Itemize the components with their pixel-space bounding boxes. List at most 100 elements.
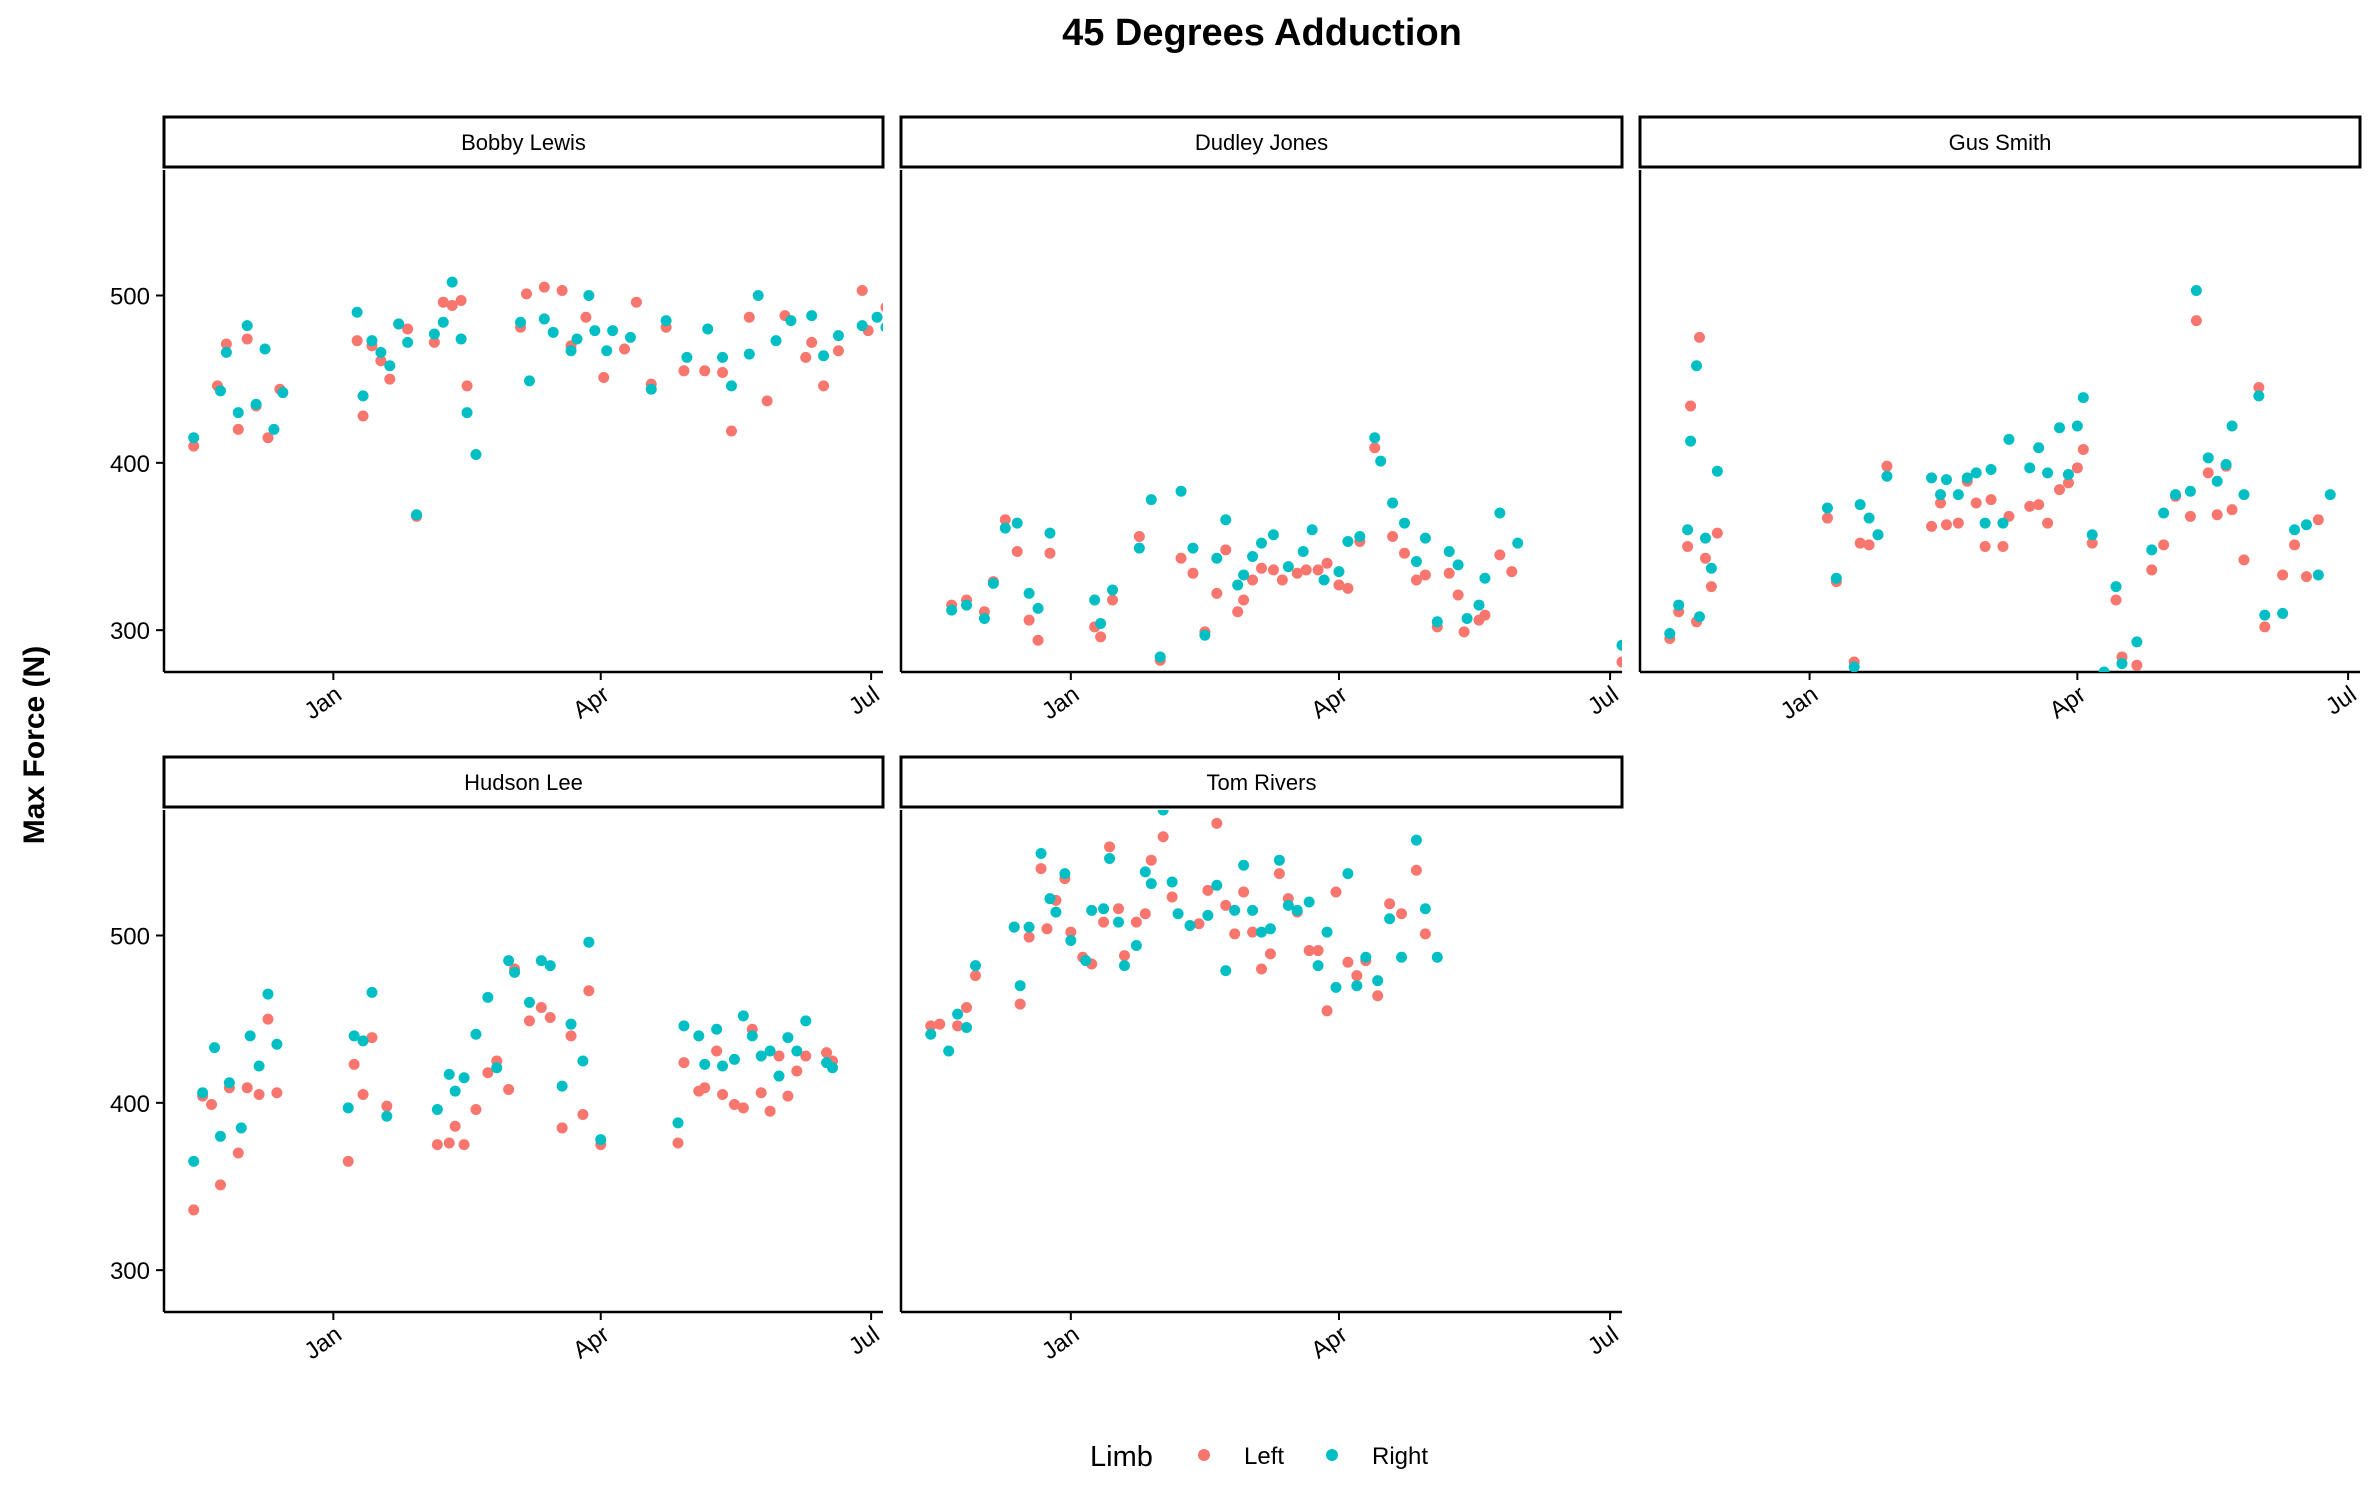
point-right bbox=[832, 330, 844, 342]
point-left bbox=[1157, 831, 1169, 843]
point-right bbox=[214, 385, 226, 397]
point-right bbox=[503, 955, 515, 967]
point-right bbox=[752, 290, 764, 301]
point-right bbox=[2033, 442, 2045, 454]
point-left bbox=[699, 365, 711, 377]
point-left bbox=[1112, 903, 1124, 915]
point-right bbox=[1247, 551, 1259, 563]
point-right bbox=[1384, 913, 1396, 925]
point-right bbox=[214, 1130, 226, 1142]
point-right bbox=[1202, 909, 1214, 921]
point-right bbox=[856, 320, 868, 332]
point-right bbox=[1342, 868, 1354, 880]
point-right bbox=[1256, 926, 1267, 938]
point-left bbox=[1032, 634, 1044, 646]
point-left bbox=[800, 351, 812, 363]
point-right bbox=[1431, 951, 1443, 963]
point-right bbox=[250, 398, 262, 410]
point-left bbox=[764, 1105, 776, 1117]
point-right bbox=[660, 315, 672, 327]
point-right bbox=[244, 1030, 256, 1042]
point-right bbox=[681, 351, 693, 363]
point-left bbox=[2300, 571, 2312, 583]
point-right bbox=[1157, 810, 1169, 816]
point-left bbox=[1342, 582, 1354, 594]
point-right bbox=[737, 1010, 749, 1022]
point-left bbox=[1130, 916, 1142, 928]
point-left bbox=[206, 1099, 218, 1111]
point-right bbox=[1934, 489, 1946, 501]
y-tick-label: 300 bbox=[110, 1258, 150, 1285]
point-right bbox=[1848, 661, 1860, 672]
point-left bbox=[556, 1122, 568, 1134]
point-left bbox=[2033, 499, 2045, 511]
point-right bbox=[470, 1028, 482, 1040]
point-right bbox=[431, 1104, 443, 1116]
point-left bbox=[1202, 884, 1214, 896]
point-right bbox=[583, 936, 595, 948]
point-left bbox=[699, 1082, 711, 1094]
point-right bbox=[2190, 284, 2202, 296]
point-right bbox=[952, 1008, 964, 1020]
point-left bbox=[1229, 928, 1241, 940]
point-right bbox=[1139, 866, 1151, 878]
point-right bbox=[1970, 467, 1982, 479]
point-left bbox=[214, 1179, 226, 1191]
point-left bbox=[2202, 467, 2214, 479]
point-left bbox=[1452, 589, 1464, 601]
point-right bbox=[1369, 432, 1381, 444]
point-right bbox=[1461, 612, 1473, 624]
point-left bbox=[2077, 443, 2089, 455]
point-left bbox=[580, 311, 592, 323]
point-right bbox=[943, 1045, 955, 1057]
point-right bbox=[402, 336, 414, 348]
point-right bbox=[1330, 981, 1342, 993]
point-right bbox=[428, 328, 440, 340]
point-right bbox=[2131, 636, 2143, 648]
point-left bbox=[1384, 898, 1396, 910]
y-tick-label: 400 bbox=[110, 451, 150, 478]
x-tick-label: Jul bbox=[844, 1321, 885, 1361]
point-left bbox=[1410, 574, 1422, 586]
point-right bbox=[1342, 535, 1354, 547]
point-right bbox=[2116, 658, 2128, 670]
point-right bbox=[1145, 494, 1157, 506]
point-right bbox=[589, 325, 601, 337]
point-right bbox=[455, 333, 467, 345]
point-right bbox=[791, 1045, 803, 1057]
point-left bbox=[1133, 530, 1145, 542]
point-right bbox=[2071, 420, 2083, 432]
point-right bbox=[1133, 542, 1145, 554]
point-right bbox=[384, 360, 396, 372]
x-tick-label: Apr bbox=[2045, 681, 2091, 725]
point-left bbox=[1256, 963, 1267, 975]
legend-label-left: Left bbox=[1244, 1443, 1284, 1470]
point-left bbox=[1494, 549, 1506, 561]
point-right bbox=[1443, 546, 1455, 558]
point-right bbox=[770, 335, 782, 347]
x-tick-label: Apr bbox=[1306, 681, 1352, 725]
point-left bbox=[678, 365, 690, 377]
point-left bbox=[2259, 621, 2271, 633]
point-left bbox=[1369, 442, 1381, 454]
panel-tom-rivers: Tom Rivers Jan Apr Jul bbox=[899, 755, 1624, 1365]
point-right bbox=[366, 986, 378, 998]
point-left bbox=[1211, 817, 1223, 829]
point-left bbox=[1506, 566, 1518, 578]
point-right bbox=[1306, 524, 1318, 536]
point-right bbox=[601, 345, 613, 357]
point-right bbox=[1473, 599, 1485, 611]
point-left bbox=[1458, 626, 1470, 638]
point-right bbox=[1014, 980, 1026, 992]
point-left bbox=[1705, 581, 1717, 593]
point-right bbox=[1673, 599, 1685, 611]
point-right bbox=[1985, 464, 1997, 476]
point-right bbox=[2042, 467, 2054, 479]
point-right bbox=[1172, 908, 1184, 920]
point-right bbox=[1130, 940, 1142, 952]
point-right bbox=[702, 323, 714, 335]
point-right bbox=[2062, 469, 2074, 481]
point-right bbox=[999, 522, 1011, 534]
point-right bbox=[978, 612, 990, 624]
point-right bbox=[2077, 392, 2089, 404]
